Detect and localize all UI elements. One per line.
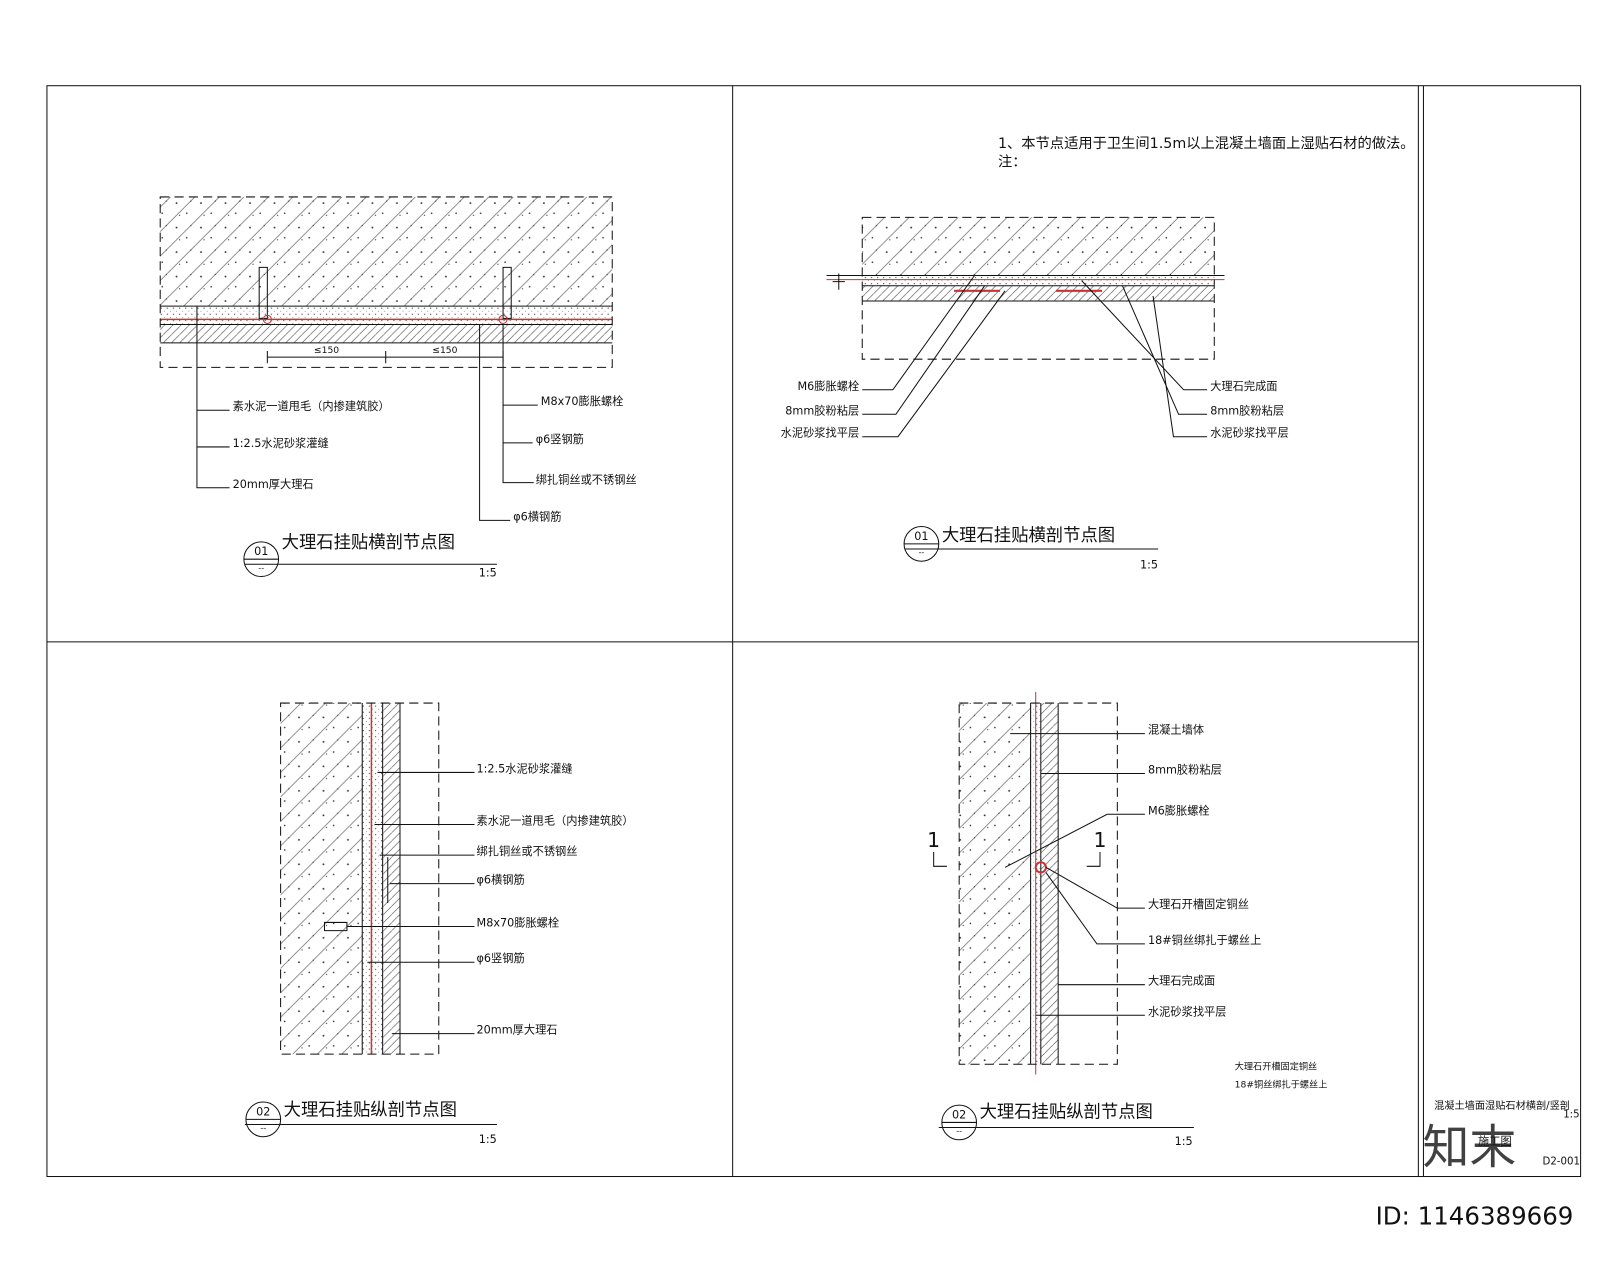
leader-line: [1121, 285, 1208, 415]
detail-sheet: --: [956, 1126, 962, 1136]
label: 8mm胶粉粘层: [1148, 762, 1222, 776]
label: 素水泥一道甩毛（内掺建筑胶）: [477, 813, 634, 827]
detail-scale: 1:5: [479, 1133, 497, 1146]
leader-line: [1152, 295, 1208, 438]
detail-number: 01: [254, 545, 268, 558]
label: φ6竖钢筋: [477, 951, 525, 965]
small-note: 大理石开槽固定铜丝: [1235, 1060, 1318, 1072]
label: φ6竖钢筋: [536, 432, 584, 446]
detail-scale: 1:5: [1140, 558, 1158, 571]
leader-line: [1004, 813, 1145, 868]
note: 注：: [998, 153, 1027, 170]
leaders: [196, 275, 1208, 1141]
sheet: 素水泥一道甩毛（内掺建筑胶） 1:2.5水泥砂浆灌缝 20mm厚大理石 M8x70膨胀…: [46, 85, 1582, 1230]
drawing-name: 混凝土墙面湿贴石材横剖/竖剖: [1434, 1099, 1570, 1112]
note: 1、本节点适用于卫生间1.5m以上混凝土墙面上湿贴石材的做法。: [998, 135, 1415, 152]
detail-2: [826, 216, 1225, 360]
detail-number: 01: [914, 530, 928, 543]
detail-1: [159, 196, 613, 368]
detail-title: 大理石挂贴纵剖节点图: [980, 1102, 1153, 1122]
leader-line: [1081, 280, 1208, 391]
watermark-logo: 知末: [1422, 1120, 1516, 1175]
detail-sheet: --: [260, 1123, 266, 1133]
section-mark: 1: [927, 828, 940, 852]
detail-scale: 1:5: [1175, 1135, 1193, 1148]
detail-scale: 1:5: [479, 567, 497, 580]
label: φ6横钢筋: [513, 509, 561, 523]
label: 20mm厚大理石: [233, 477, 314, 491]
label: 大理石完成面: [1210, 379, 1277, 393]
label: 20mm厚大理石: [477, 1023, 558, 1037]
detail-title: 大理石挂贴横剖节点图: [942, 526, 1115, 546]
detail-3: [280, 702, 440, 1055]
label: 18#铜丝绑扎于螺丝上: [1148, 933, 1261, 947]
label: M6膨胀螺栓: [1148, 803, 1210, 817]
detail-title: 大理石挂贴横剖节点图: [282, 533, 455, 553]
leader-line: [1045, 866, 1145, 909]
leader-line: [862, 290, 1006, 438]
detail-4: [933, 691, 1118, 1075]
label: M8x70膨胀螺栓: [541, 394, 624, 408]
drawing-no: D2-001: [1542, 1156, 1579, 1167]
detail-sheet: --: [258, 562, 264, 572]
leader-line: [1045, 872, 1145, 945]
label: 8mm胶粉粘层: [1210, 403, 1284, 417]
leader-line: [479, 324, 511, 521]
small-note: 18#铜丝绑扎于螺丝上: [1235, 1079, 1328, 1091]
stage: 施工图: [1478, 1135, 1512, 1148]
label: 绑扎铜丝或不锈钢丝: [477, 844, 578, 858]
detail-title: 大理石挂贴纵剖节点图: [284, 1100, 457, 1120]
scale: 1:5: [1563, 1109, 1579, 1120]
label: 混凝土墙体: [1148, 723, 1204, 737]
detail-number: 02: [256, 1105, 270, 1118]
label: 水泥砂浆找平层: [781, 426, 860, 440]
watermark-id: ID: 1146389669: [1376, 1201, 1574, 1230]
label: M6膨胀螺栓: [797, 379, 859, 393]
label: M8x70膨胀螺栓: [477, 916, 560, 930]
label: 1:2.5水泥砂浆灌缝: [233, 436, 329, 450]
detail-sheet: --: [918, 547, 924, 557]
dimension: ≤150: [432, 345, 457, 356]
dimension: ≤150: [314, 345, 339, 356]
leader-line: [196, 306, 230, 489]
detail-number: 02: [952, 1108, 966, 1121]
leader-line: [862, 275, 975, 391]
label: 1:2.5水泥砂浆灌缝: [477, 761, 573, 775]
label: 水泥砂浆找平层: [1148, 1004, 1227, 1018]
label: 8mm胶粉粘层: [785, 403, 859, 417]
section-mark: 1: [1093, 828, 1106, 852]
leader-line: [502, 324, 534, 484]
label: 素水泥一道甩毛（内掺建筑胶）: [233, 399, 390, 413]
label: φ6横钢筋: [477, 873, 525, 887]
label: 水泥砂浆找平层: [1210, 426, 1289, 440]
label: 大理石完成面: [1148, 974, 1215, 988]
label: 大理石开槽固定铜丝: [1148, 897, 1249, 911]
label: 绑扎铜丝或不锈钢丝: [536, 473, 637, 487]
frame: [46, 85, 1582, 1178]
leader-line: [862, 285, 986, 415]
